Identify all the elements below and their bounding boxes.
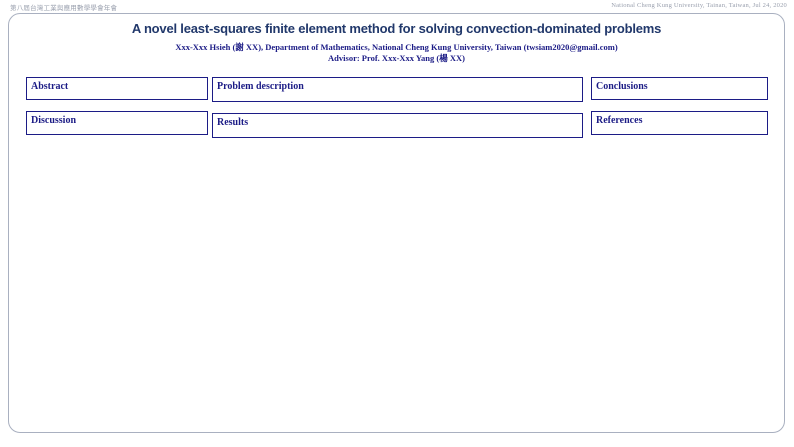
section-box-abstract: Abstract <box>26 77 208 100</box>
section-label-references: References <box>596 115 643 126</box>
poster-advisor: Advisor: Prof. Xxx-Xxx Yang (楊 XX) <box>328 53 465 63</box>
section-label-problem-description: Problem description <box>217 81 304 92</box>
section-label-conclusions: Conclusions <box>596 81 648 92</box>
section-label-results: Results <box>217 117 249 128</box>
section-label-abstract: Abstract <box>31 81 69 92</box>
page-header: 第八屆台灣工業與應用數學學會年會 National Cheng Kung Uni… <box>10 2 787 12</box>
section-box-conclusions: Conclusions <box>591 77 768 100</box>
section-box-discussion: Discussion <box>26 111 208 135</box>
poster-frame: A novel least-squares finite element met… <box>8 13 785 433</box>
section-box-problem-description: Problem description <box>212 77 583 102</box>
poster-authors: Xxx-Xxx Hsieh (謝 XX), Department of Math… <box>175 42 618 52</box>
page-header-right: National Cheng Kung University, Tainan, … <box>611 2 787 9</box>
section-box-references: References <box>591 111 768 135</box>
section-label-discussion: Discussion <box>31 115 77 126</box>
poster-title: A novel least-squares finite element met… <box>131 21 662 36</box>
section-box-results: Results <box>212 113 583 138</box>
page-header-left: 第八屆台灣工業與應用數學學會年會 <box>10 5 118 12</box>
